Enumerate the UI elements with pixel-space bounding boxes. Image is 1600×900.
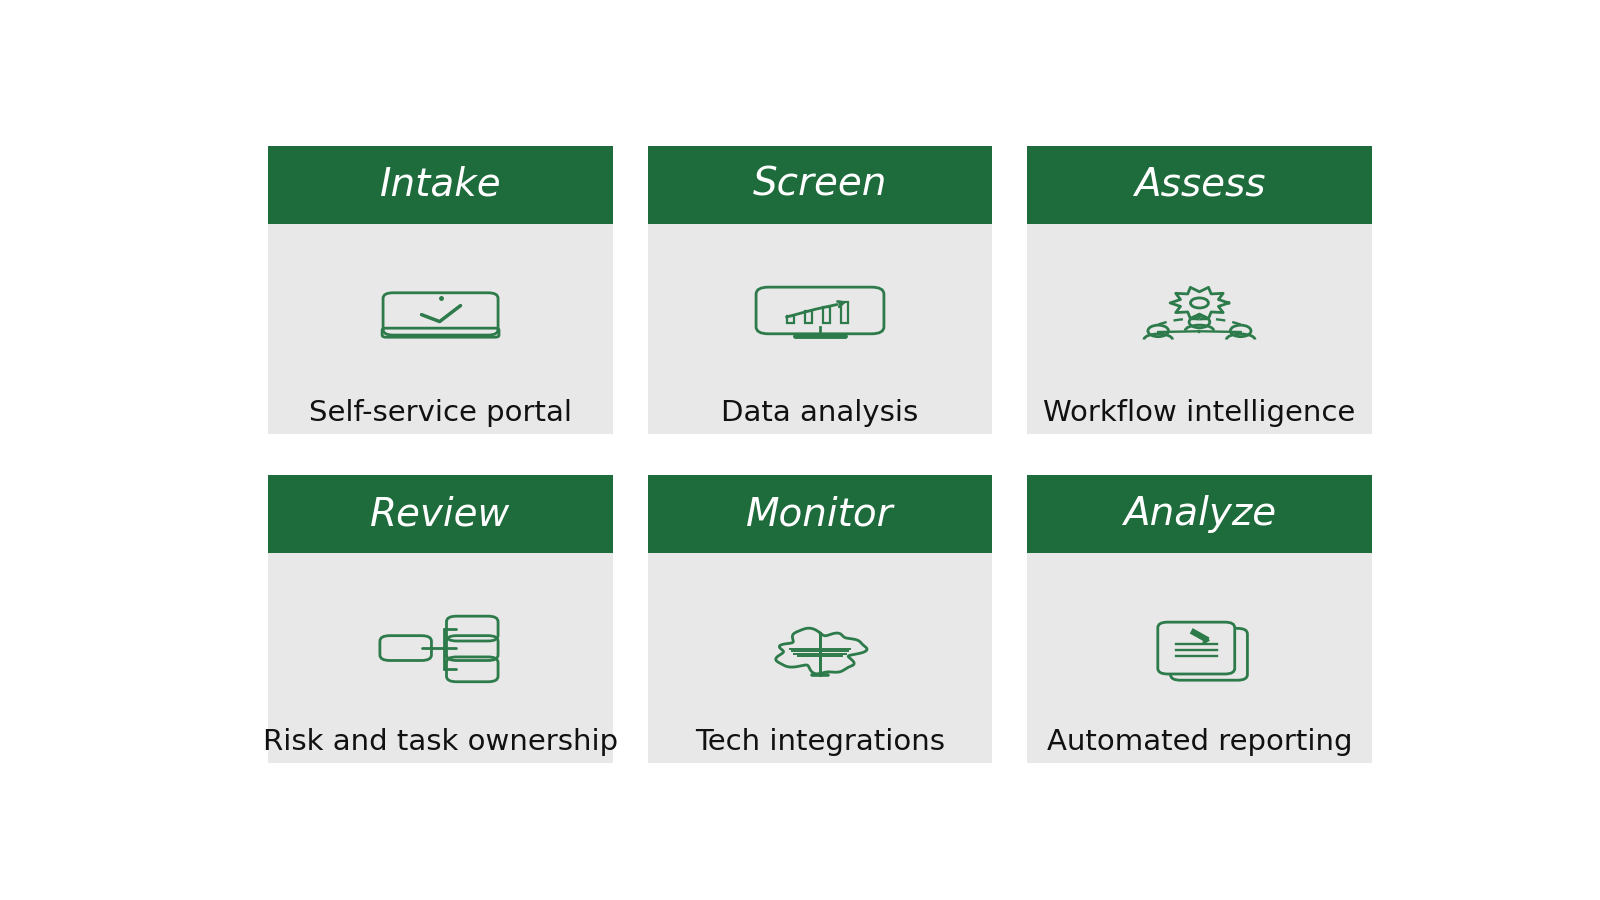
Text: Screen: Screen [754,166,886,204]
Text: Data analysis: Data analysis [722,399,918,427]
Text: Assess: Assess [1134,166,1266,204]
Text: Analyze: Analyze [1123,495,1277,533]
Text: Automated reporting: Automated reporting [1046,728,1352,756]
FancyBboxPatch shape [1027,475,1371,553]
FancyBboxPatch shape [648,475,992,553]
FancyBboxPatch shape [269,475,613,553]
Text: Review: Review [371,495,510,533]
FancyBboxPatch shape [269,146,613,224]
Bar [840,302,848,323]
Bar [787,316,794,323]
FancyBboxPatch shape [269,475,613,763]
FancyBboxPatch shape [269,146,613,434]
Text: Tech integrations: Tech integrations [694,728,946,756]
FancyBboxPatch shape [648,475,992,763]
FancyBboxPatch shape [1027,475,1371,763]
Bar [822,307,830,323]
FancyBboxPatch shape [648,146,992,434]
Text: Risk and task ownership: Risk and task ownership [262,728,618,756]
Text: Workflow intelligence: Workflow intelligence [1043,399,1355,427]
FancyBboxPatch shape [648,146,992,224]
FancyBboxPatch shape [1027,146,1371,434]
Bar [805,311,811,323]
Text: Monitor: Monitor [746,495,894,533]
FancyBboxPatch shape [1158,622,1235,674]
FancyBboxPatch shape [1027,146,1371,224]
Text: Intake: Intake [379,166,501,204]
Text: Self-service portal: Self-service portal [309,399,573,427]
